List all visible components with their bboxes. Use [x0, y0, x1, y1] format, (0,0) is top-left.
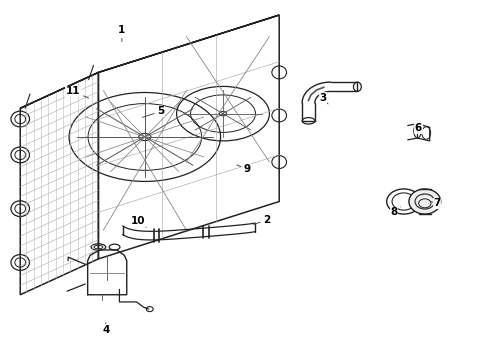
Text: 10: 10 — [131, 216, 147, 227]
Text: 2: 2 — [253, 215, 270, 225]
Text: 7: 7 — [431, 198, 441, 208]
Text: 3: 3 — [319, 93, 328, 104]
Text: 6: 6 — [415, 123, 422, 133]
Text: 9: 9 — [237, 164, 251, 174]
Text: 1: 1 — [118, 25, 125, 42]
Text: 8: 8 — [391, 207, 400, 217]
Ellipse shape — [409, 189, 441, 214]
Text: 5: 5 — [143, 106, 165, 117]
Text: 4: 4 — [102, 323, 109, 335]
Text: 11: 11 — [66, 86, 89, 98]
